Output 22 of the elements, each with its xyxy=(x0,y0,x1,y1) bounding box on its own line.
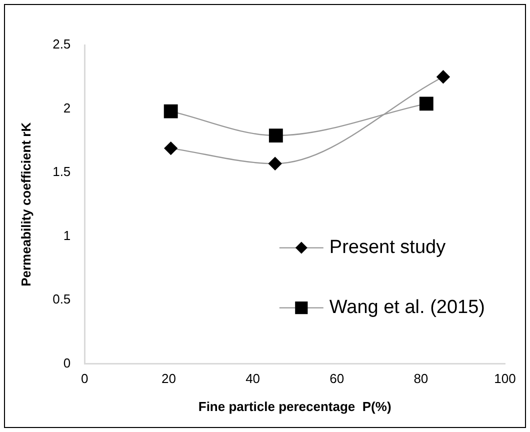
y-tick-label: 0.5 xyxy=(52,292,71,307)
y-axis-title: Permeability coefficient rK xyxy=(18,122,34,286)
y-tick-label: 1 xyxy=(63,228,71,243)
y-tick-label: 2 xyxy=(63,100,71,116)
point xyxy=(164,104,178,118)
point xyxy=(419,96,434,111)
x-tick-label: 100 xyxy=(494,371,516,386)
point xyxy=(164,142,178,155)
x-tick-label: 40 xyxy=(246,371,260,386)
legend-label: Wang et al. (2015) xyxy=(329,297,486,318)
point xyxy=(268,128,283,143)
x-tick-label: 20 xyxy=(162,371,176,386)
y-tick-label: 1.5 xyxy=(52,164,71,180)
y-tick-label: 2.5 xyxy=(52,36,71,52)
x-tick-label: 0 xyxy=(81,371,88,386)
y-tick-label: 0 xyxy=(63,355,71,370)
point xyxy=(268,156,282,170)
x-tick-label: 60 xyxy=(330,371,344,386)
x-axis-title: Fine particle perecentage P(%) xyxy=(198,398,392,414)
point xyxy=(436,70,450,84)
x-tick-label: 80 xyxy=(414,371,428,386)
legend-label: Present study xyxy=(329,237,446,258)
